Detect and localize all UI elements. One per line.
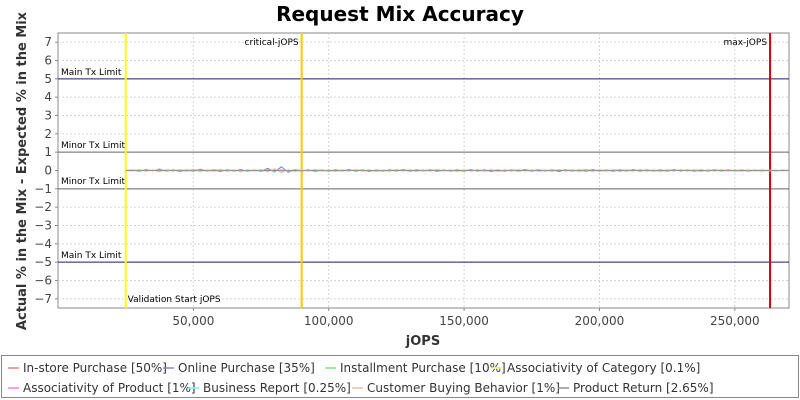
marker-label: max-jOPS — [723, 38, 767, 48]
y-tick-label: −3 — [34, 219, 52, 233]
y-tick-label: 0 — [44, 164, 52, 178]
legend-label: Associativity of Product [1%] — [23, 381, 196, 395]
series-lines — [125, 166, 790, 174]
x-tick-label: 250,000 — [710, 314, 760, 328]
y-tick-label: 5 — [44, 72, 52, 86]
legend-label: In-store Purchase [50%] — [23, 361, 167, 375]
y-tick-label: −4 — [34, 237, 52, 251]
limit-lines: Main Tx Limit Minor Tx Limit Minor Tx Limi… — [58, 68, 789, 263]
legend-label: Business Report [0.25%] — [203, 381, 351, 395]
y-tick-label: −5 — [34, 255, 52, 269]
legend-label: Product Return [2.65%] — [573, 381, 714, 395]
legend: In-store Purchase [50%] Online Purchase [… — [8, 361, 714, 395]
x-tick-label: 150,000 — [439, 314, 489, 328]
x-tick-label: 200,000 — [575, 314, 625, 328]
legend-label: Online Purchase [35%] — [178, 361, 315, 375]
y-axis-ticks: −7 −6 −5 −4 −3 −2 −1 0 1 2 3 4 5 6 7 — [34, 35, 58, 306]
y-tick-label: −2 — [34, 200, 52, 214]
y-tick-label: 2 — [44, 127, 52, 141]
y-tick-label: 3 — [44, 109, 52, 123]
y-tick-label: −1 — [34, 182, 52, 196]
y-tick-label: −7 — [34, 292, 52, 306]
y-tick-label: −6 — [34, 274, 52, 288]
legend-label: Associativity of Category [0.1%] — [507, 361, 700, 375]
legend-label: Installment Purchase [10%] — [340, 361, 506, 375]
limit-label: Main Tx Limit — [61, 251, 122, 261]
x-tick-label: 50,000 — [172, 314, 214, 328]
x-tick-label: 100,000 — [304, 314, 354, 328]
y-tick-label: 1 — [44, 145, 52, 159]
x-axis-ticks: 50,000 100,000 150,000 200,000 250,000 — [172, 308, 760, 328]
legend-box — [1, 355, 799, 398]
y-tick-label: 4 — [44, 90, 52, 104]
y-tick-label: 6 — [44, 54, 52, 68]
limit-label: Main Tx Limit — [61, 68, 122, 78]
limit-label: Minor Tx Limit — [61, 177, 126, 187]
y-tick-label: 7 — [44, 35, 52, 49]
chart-title: Request Mix Accuracy — [276, 2, 524, 26]
marker-label: critical-jOPS — [245, 38, 299, 48]
y-axis-title: Actual % in the Mix - Expected % in the … — [15, 11, 30, 330]
legend-label: Customer Buying Behavior [1%] — [367, 381, 560, 395]
series-line — [125, 169, 790, 172]
limit-label: Minor Tx Limit — [61, 141, 126, 151]
x-axis-title: jOPS — [405, 334, 440, 349]
marker-label: Validation Start jOPS — [128, 295, 221, 305]
